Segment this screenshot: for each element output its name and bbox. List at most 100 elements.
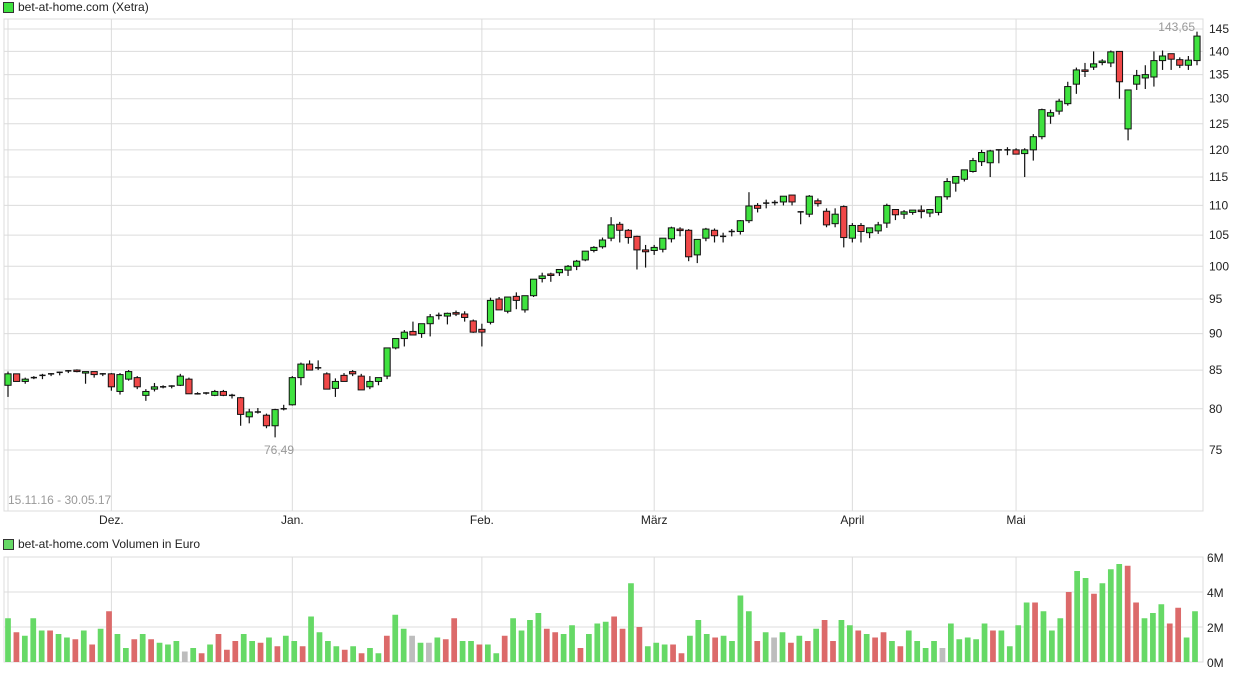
volume-bar xyxy=(383,635,390,662)
candle-body xyxy=(900,211,908,215)
volume-bar xyxy=(703,634,710,662)
volume-bar xyxy=(712,637,719,662)
volume-bar xyxy=(442,639,449,662)
volume-bar xyxy=(1175,607,1182,662)
candle-body xyxy=(340,374,348,382)
x-tick-label: Mai xyxy=(1006,513,1025,527)
price-legend: bet-at-home.com (Xetra) xyxy=(3,0,149,14)
volume-bar xyxy=(341,649,348,662)
price-y-axis: 75 80 85 90 95 100 105 110 115 120 125 130 135 140 145 xyxy=(1209,22,1229,457)
candle-body xyxy=(753,204,762,209)
candle-body xyxy=(349,371,357,375)
candle-body xyxy=(4,373,12,386)
candle-body xyxy=(245,411,253,418)
volume-bar xyxy=(215,634,222,662)
candle-body xyxy=(926,208,934,214)
volume-bar xyxy=(1124,565,1131,662)
volume-bar xyxy=(998,630,1005,662)
candle-body xyxy=(573,260,581,267)
volume-bar xyxy=(611,616,617,662)
candle-body xyxy=(1115,50,1124,83)
candle-body xyxy=(133,377,141,388)
volume-bar xyxy=(64,637,70,662)
volume-bar xyxy=(687,635,693,662)
volume-bar xyxy=(80,630,87,662)
volume-bar xyxy=(914,641,921,662)
candle-body xyxy=(116,374,124,392)
volume-y-axis: 0M 2M 4M 6M xyxy=(1207,551,1224,670)
candle-body xyxy=(185,378,193,395)
volume-bar xyxy=(375,653,382,662)
volume-bar xyxy=(72,639,79,662)
volume-bar-series xyxy=(5,564,1198,662)
volume-bar xyxy=(501,635,508,662)
volume-bar xyxy=(602,621,609,662)
price-plot-frame xyxy=(3,18,1204,512)
candle-body xyxy=(495,298,503,311)
candle-body xyxy=(685,229,693,258)
volume-bar xyxy=(729,641,735,662)
volume-bar xyxy=(821,620,828,662)
candle-body xyxy=(590,246,598,252)
candle-body xyxy=(237,397,245,415)
volume-bar xyxy=(796,635,803,662)
volume-bar xyxy=(1065,592,1072,662)
candle-body xyxy=(366,380,374,388)
volume-bar xyxy=(282,635,289,662)
volume-bar xyxy=(38,630,45,662)
candle-body xyxy=(805,195,813,215)
candle-body xyxy=(504,296,512,312)
volume-bar xyxy=(644,646,651,662)
candle-body xyxy=(305,363,314,371)
volume-bar xyxy=(880,632,887,662)
candle-body xyxy=(1029,136,1037,151)
candle-body xyxy=(745,205,753,222)
candle-body xyxy=(21,378,29,382)
volume-bar xyxy=(863,634,870,662)
volume-bar xyxy=(156,642,163,662)
candle-body xyxy=(262,414,271,427)
candle-body xyxy=(521,295,529,311)
volume-bar xyxy=(948,623,954,662)
y-tick-label: 110 xyxy=(1209,198,1228,212)
candle-body xyxy=(943,180,951,198)
volume-bar xyxy=(198,653,205,662)
volume-bar xyxy=(762,632,769,662)
volume-bar xyxy=(21,635,28,662)
candle-body xyxy=(374,377,383,382)
volume-bar xyxy=(872,637,878,662)
candle-body xyxy=(125,371,133,380)
candle-body xyxy=(469,320,477,333)
candle-body xyxy=(1064,86,1072,105)
volume-bar xyxy=(1006,646,1013,662)
volume-bar xyxy=(518,630,525,662)
volume-bar xyxy=(695,620,702,662)
low-annotation: 76,49 xyxy=(264,443,294,457)
volume-bar xyxy=(527,620,533,662)
volume-bar xyxy=(1040,611,1047,662)
volume-bar xyxy=(653,642,660,662)
volume-bar xyxy=(106,611,112,662)
volume-bar xyxy=(400,628,407,662)
candle-body xyxy=(1098,60,1106,64)
candle-body xyxy=(478,328,486,333)
volume-bar xyxy=(813,628,820,662)
volume-bar xyxy=(333,646,340,662)
price-legend-label: bet-at-home.com (Xetra) xyxy=(18,0,149,14)
volume-bar xyxy=(417,642,424,662)
volume-bar xyxy=(771,637,777,662)
candle-body xyxy=(702,228,710,239)
volume-bar xyxy=(779,632,786,662)
candle-body xyxy=(211,390,219,396)
price-x-axis: Dez. Jan. Feb. März April Mai xyxy=(99,513,1026,527)
candle-body xyxy=(176,375,184,386)
volume-bar xyxy=(543,628,550,662)
candle-body xyxy=(529,278,538,297)
volume-bar xyxy=(586,634,592,662)
volume-bar xyxy=(409,635,415,662)
volume-bar xyxy=(257,642,264,662)
volume-bar xyxy=(274,646,281,662)
volume-bar xyxy=(1023,602,1030,662)
y-tick-label: 90 xyxy=(1209,327,1223,341)
